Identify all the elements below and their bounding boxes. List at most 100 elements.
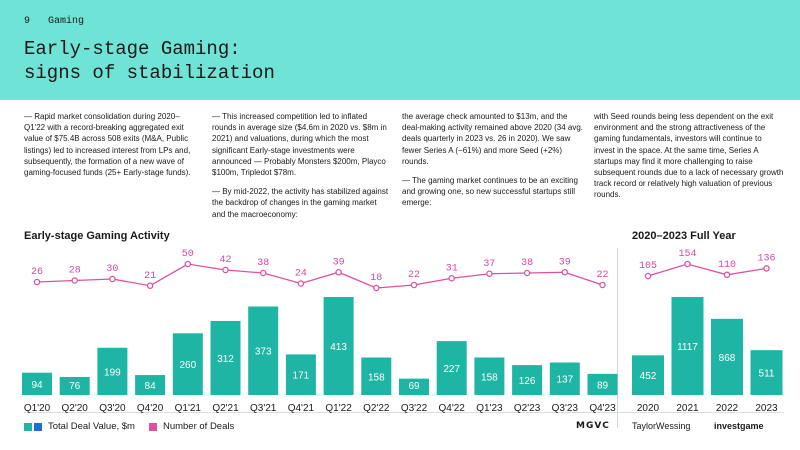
text-column-4: with Seed rounds being less dependent on… — [594, 111, 784, 209]
quarterly-bar-label: 137 — [556, 375, 573, 386]
yearly-x-tick: 2020 — [637, 403, 660, 414]
quarterly-bar-label: 413 — [330, 342, 347, 353]
yearly-deal-label: 110 — [718, 260, 736, 271]
legend: Total Deal Value, $m Number of Deals — [24, 421, 234, 432]
quarterly-bar — [135, 375, 166, 395]
section-label: Gaming — [48, 16, 85, 27]
quarterly-x-tick: Q4'20 — [137, 403, 164, 414]
legend-swatch-teal — [24, 422, 32, 431]
quarterly-deal-point — [259, 269, 267, 277]
quarterly-deal-point — [71, 277, 78, 284]
quarterly-bar — [172, 333, 203, 395]
chart-title-quarterly: Early-stage Gaming Activity — [24, 230, 170, 242]
page-title: Early-stage Gaming: signs of stabilizati… — [24, 38, 275, 84]
logo-investgame: investgame — [714, 421, 764, 431]
quarterly-x-tick: Q2'23 — [514, 403, 541, 414]
quarterly-bar — [361, 357, 392, 395]
quarterly-bar-label: 69 — [408, 381, 420, 392]
quarterly-deal-point — [335, 268, 342, 276]
quarterly-deal-label: 22 — [408, 270, 420, 281]
quarterly-deal-label: 39 — [333, 257, 345, 268]
yearly-x-tick: 2022 — [716, 403, 739, 414]
quarterly-deal-label: 30 — [106, 264, 118, 275]
quarterly-deal-label: 38 — [521, 258, 533, 269]
quarterly-x-tick: Q3'23 — [552, 403, 579, 414]
quarterly-deal-point — [222, 266, 229, 274]
quarterly-bar — [285, 354, 316, 395]
quarterly-bar — [512, 365, 543, 395]
quarterly-deal-label: 22 — [596, 270, 608, 281]
chart-divider — [617, 248, 618, 428]
quarterly-deal-label: 28 — [69, 266, 81, 277]
quarterly-deal-label: 39 — [559, 257, 571, 268]
quarterly-bar-label: 94 — [31, 380, 43, 391]
yearly-deals-line — [647, 263, 767, 277]
yearly-bar — [750, 350, 783, 395]
quarterly-bar-label: 373 — [255, 347, 272, 358]
quarterly-x-tick: Q4'21 — [288, 403, 315, 414]
yearly-bar — [632, 355, 664, 395]
quarterly-x-tick: Q3'21 — [250, 403, 277, 414]
legend-swatch-pink — [148, 422, 157, 431]
quarterly-bar-label: 171 — [293, 371, 310, 382]
yearly-deal-label: 136 — [757, 253, 775, 264]
quarterly-deal-point — [599, 281, 606, 289]
yearly-bar — [711, 318, 743, 395]
quarterly-x-tick: Q3'20 — [99, 403, 126, 414]
quarterly-bar-label: 89 — [597, 380, 609, 391]
quarterly-bar-label: 312 — [217, 354, 234, 365]
yearly-deal-point — [723, 271, 731, 279]
quarterly-deal-point — [561, 268, 569, 276]
paragraph: — This increased competition led to infl… — [212, 112, 387, 178]
quarterly-deal-point — [523, 269, 531, 277]
quarterly-deal-point — [373, 284, 380, 292]
quarterly-x-tick: Q1'21 — [175, 403, 202, 414]
quarterly-x-tick: Q1'22 — [325, 403, 352, 414]
logo-mgvc: MGVC — [576, 421, 610, 431]
legend-label-deals: Number of Deals — [162, 421, 235, 432]
yearly-x-tick: 2021 — [676, 403, 699, 414]
header-band: 9 Gaming Early-stage Gaming: signs of st… — [0, 0, 800, 100]
quarterly-bar-label: 199 — [104, 367, 121, 378]
quarterly-bar — [474, 357, 505, 395]
quarterly-deal-point — [448, 274, 455, 282]
quarterly-bar-label: 158 — [368, 372, 385, 383]
quarterly-bar — [22, 372, 52, 395]
quarterly-deal-label: 18 — [370, 273, 382, 284]
text-column-3: the average check amounted to $13m, and … — [402, 111, 587, 217]
quarterly-bar — [549, 362, 580, 395]
quarterly-deal-label: 26 — [31, 267, 43, 278]
yearly-deal-point — [684, 260, 691, 268]
quarterly-x-tick: Q1'20 — [24, 403, 51, 414]
quarterly-x-tick: Q1'23 — [476, 403, 503, 414]
quarterly-deal-label: 50 — [182, 249, 194, 260]
paragraph: — The gaming market continues to be an e… — [402, 176, 578, 208]
footer-divider — [24, 412, 784, 413]
text-column-1: — Rapid market consolidation during 2020… — [24, 111, 196, 186]
quarterly-deal-point — [33, 278, 41, 286]
yearly-deal-label: 154 — [678, 249, 696, 260]
yearly-deal-label: 105 — [639, 261, 657, 272]
quarterly-x-tick: Q2'22 — [363, 403, 390, 414]
text-column-2: — This increased competition led to infl… — [212, 111, 392, 228]
yearly-deal-point — [644, 272, 652, 280]
quarterly-deal-label: 38 — [257, 258, 269, 269]
quarterly-x-tick: Q2'21 — [212, 403, 239, 414]
quarterly-x-tick: Q4'23 — [589, 403, 616, 414]
quarterly-bar — [210, 320, 241, 395]
quarterly-deal-label: 24 — [295, 269, 307, 280]
yearly-bar — [671, 297, 704, 395]
yearly-bar-label: 1117 — [677, 342, 698, 353]
quarterly-bar — [399, 378, 429, 395]
quarterly-bar-label: 260 — [179, 360, 196, 371]
quarterly-deal-label: 37 — [483, 259, 495, 270]
quarterly-deal-point — [109, 275, 116, 283]
paragraph: the average check amounted to $13m, and … — [402, 112, 583, 166]
logo-taylorwessing: TaylorWessing — [632, 421, 691, 431]
quarterly-deal-point — [184, 260, 192, 268]
yearly-deal-point — [763, 265, 770, 272]
quarterly-deal-point — [297, 280, 305, 287]
paragraph: — By mid-2022, the activity has stabiliz… — [212, 187, 389, 219]
chart-title-yearly: 2020–2023 Full Year — [632, 230, 736, 242]
